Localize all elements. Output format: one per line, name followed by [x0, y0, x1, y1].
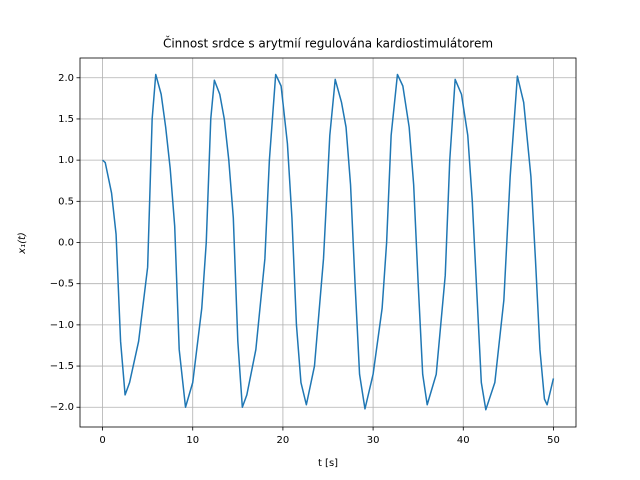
x-tick-label: 30	[367, 435, 380, 446]
y-tick-label: 0.5	[58, 196, 74, 207]
y-tick-label: −2.0	[50, 402, 74, 413]
y-tick-label: −0.5	[50, 279, 74, 290]
y-tick-label: −1.0	[50, 320, 74, 331]
y-tick-label: 1.5	[58, 114, 74, 125]
x-tick-label: 20	[277, 435, 290, 446]
data-line	[102, 73, 555, 411]
x-tick-label: 50	[547, 435, 560, 446]
y-axis-label: x₁(t)	[17, 232, 28, 255]
y-tick-label: 0.0	[58, 238, 74, 249]
x-tick-label: 40	[457, 435, 470, 446]
chart-title: Činnost srdce s arytmií regulována kardi…	[163, 36, 493, 51]
y-tick-label: 2.0	[58, 73, 74, 84]
x-tick-label: 10	[186, 435, 199, 446]
plot-frame	[79, 57, 577, 428]
x-tick-label: 0	[99, 435, 105, 446]
x-axis-label: t [s]	[318, 458, 338, 469]
y-tick-label: 1.0	[58, 155, 74, 166]
y-tick-label: −1.5	[50, 361, 74, 372]
